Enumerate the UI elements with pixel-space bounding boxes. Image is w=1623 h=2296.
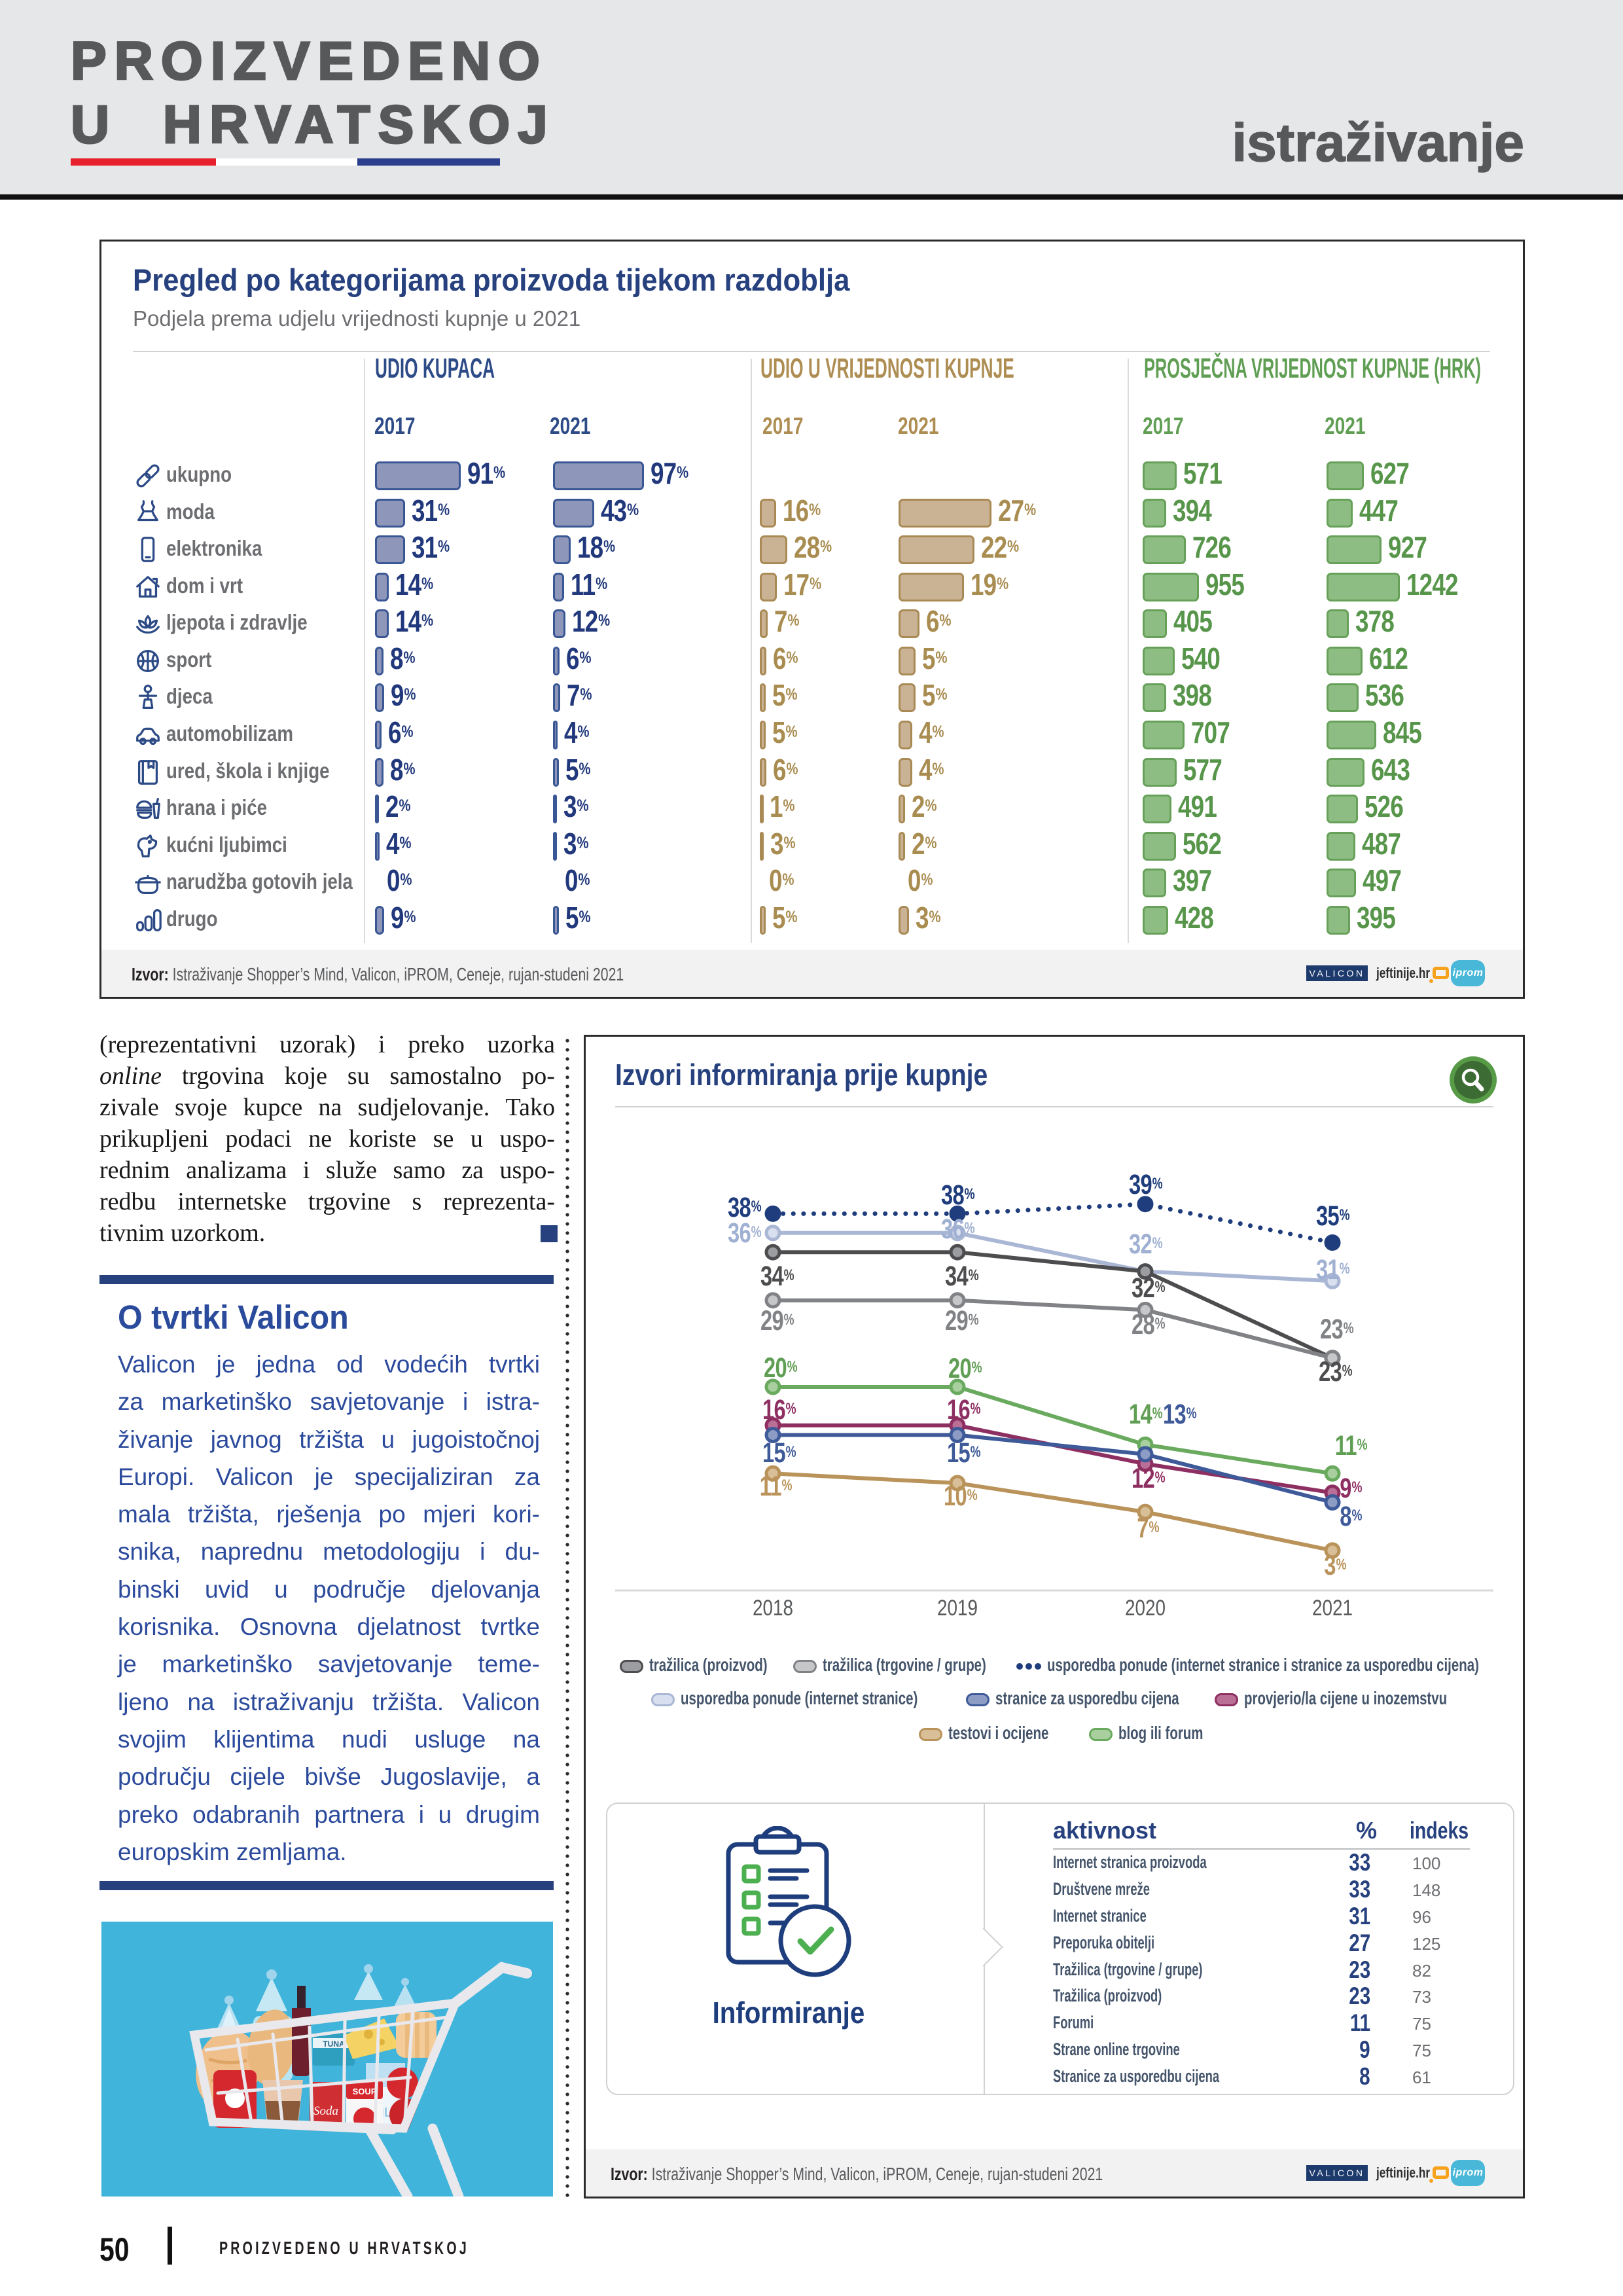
svg-text:2021: 2021 <box>1312 1595 1353 1620</box>
svg-text:2019: 2019 <box>937 1595 978 1620</box>
svg-text:2020: 2020 <box>1125 1595 1166 1620</box>
svg-text:Soda: Soda <box>313 2104 338 2118</box>
svg-text:SOUP: SOUP <box>353 2087 377 2096</box>
svg-text:TUNA: TUNA <box>323 2039 345 2049</box>
svg-text:2018: 2018 <box>753 1595 793 1620</box>
